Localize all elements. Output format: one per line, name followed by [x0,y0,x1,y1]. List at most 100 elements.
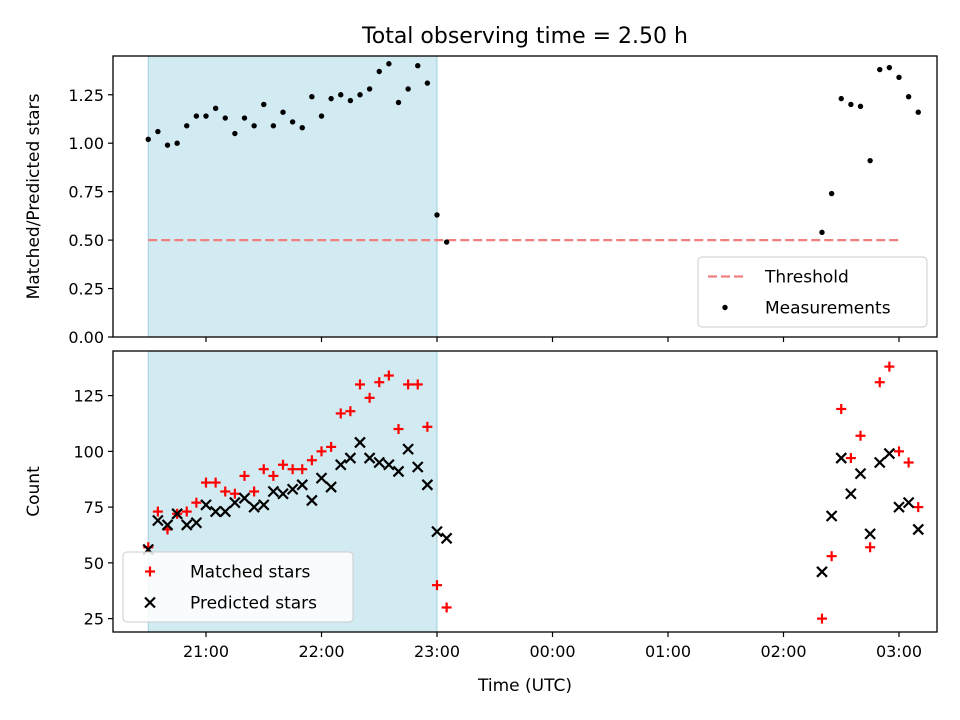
matched-star-point [865,542,876,553]
measurement-point [886,64,893,71]
matched-star-point [894,446,904,457]
measurement-point [424,80,431,86]
measurement-point [222,115,228,121]
predicted-star-stroke-b [267,485,280,498]
predicted-star-stroke-b [845,487,857,500]
predicted-star-point [392,465,405,478]
predicted-star-stroke-b [431,525,443,538]
predicted-star-point [286,483,299,496]
measurement-point [270,123,277,129]
predicted-star-point [854,467,867,480]
measurement-point [838,95,844,102]
y-tick-label: 50 [84,554,104,573]
measurement-point [347,97,354,104]
measurement-point [443,239,450,245]
matched-star-point [306,455,317,466]
measurement-point [848,101,854,108]
measurement-point [299,125,305,131]
predicted-star-stroke-b [864,528,876,540]
top-axes-frame [112,55,938,338]
predicted-star-stroke-b [200,499,212,511]
measurement-point [376,68,382,75]
measurement-point [145,136,151,143]
matched-star-point [412,379,423,390]
measurement-point [905,93,912,100]
predicted-star-stroke-b [315,472,328,484]
matched-star-point [181,506,192,517]
matched-star-point [913,502,924,513]
predicted-star-stroke-b [257,499,270,511]
y-tick-label: 0.75 [68,183,104,202]
predicted-star-stroke-b [296,479,309,491]
matched-star-point [152,506,163,517]
predicted-star-point [296,479,309,491]
measurement-point [366,86,373,92]
predicted-star-stroke-b [816,566,828,578]
predicted-star-stroke-b [334,458,347,471]
x-axis-label: Time (UTC) [477,676,572,696]
predicted-star-point [315,472,328,484]
predicted-star-point [825,510,838,522]
matched-star-point [383,370,394,381]
measurement-point [328,95,334,102]
predicted-star-point [883,447,896,460]
y-tick-label: 0.50 [68,231,104,250]
measurement-point [915,109,921,115]
predicted-star-stroke-b [248,501,260,513]
series-matched-stars [143,361,924,624]
predicted-star-stroke-b [883,447,896,460]
legend-predicted-swatch [144,596,156,609]
measurement-point [261,101,267,108]
top-legend: Threshold Measurements [697,256,928,328]
predicted-star-point [200,499,212,511]
matched-star-point [826,551,837,562]
measurement-point [232,130,238,137]
predicted-star-point [171,508,183,520]
x-tick-label: 21:00 [183,642,229,661]
matched-star-point [845,453,856,464]
matched-star-point [374,377,385,388]
x-tick-label: 03:00 [876,642,922,661]
matched-star-point [210,477,221,488]
measurement-point [318,113,325,119]
predicted-star-stroke-b [835,452,848,464]
predicted-star-stroke-b [238,492,251,504]
x-tick-label: 01:00 [645,642,691,661]
y-tick-label: 1.00 [68,134,104,153]
matched-star-point [441,602,452,613]
predicted-star-point [161,519,174,531]
predicted-star-stroke-b [402,443,414,455]
predicted-star-point [267,485,280,498]
measurement-point [251,123,257,129]
matched-star-point [874,377,885,388]
predicted-star-stroke-b [171,508,183,520]
predicted-star-point [431,525,443,538]
measurement-point [434,212,440,218]
matched-star-point [855,430,866,441]
predicted-star-point [421,479,434,491]
predicted-star-point [180,519,193,531]
matched-star-point [364,392,375,403]
predicted-star-point [257,499,270,511]
predicted-star-stroke-b [161,519,174,531]
x-tick-label: 02:00 [760,642,806,661]
predicted-star-point [344,452,357,464]
matched-star-point [201,477,211,488]
y-tick-label: 0.25 [68,280,104,299]
legend-predicted-stroke-b [144,596,156,609]
predicted-star-point [248,501,260,513]
predicted-star-point [306,494,318,507]
measurement-point [405,86,411,92]
predicted-star-point [152,514,164,527]
predicted-star-point [845,487,857,500]
matched-star-point [326,441,337,452]
legend-label: Measurements [765,299,891,319]
matched-star-point [393,424,404,435]
predicted-star-stroke-b [229,496,241,509]
matched-star-point [258,464,269,475]
measurement-point [280,109,286,115]
matched-star-point [316,446,327,457]
predicted-star-stroke-b [209,505,222,518]
measurement-point [819,229,825,236]
